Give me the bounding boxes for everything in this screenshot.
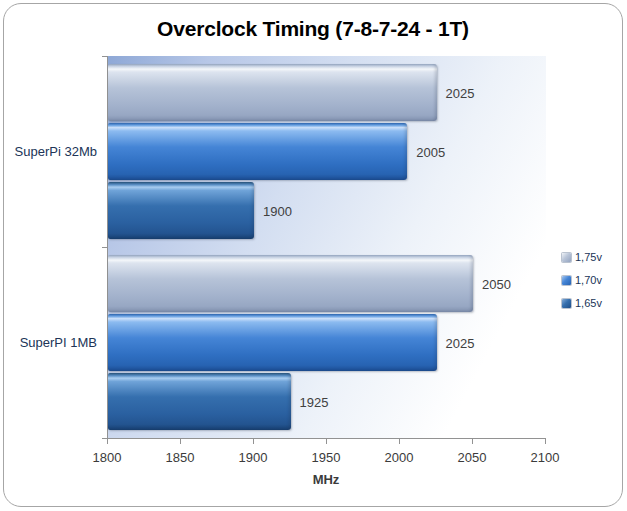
bar-1,75v: 2050 bbox=[108, 255, 473, 312]
x-axis-tick-label: 1950 bbox=[296, 450, 356, 465]
x-axis-tick-label: 1900 bbox=[223, 450, 283, 465]
x-axis-tick bbox=[399, 438, 400, 444]
legend-label: 1,70v bbox=[575, 274, 602, 286]
bar-value-label: 2025 bbox=[446, 335, 475, 350]
bar-1,65v: 1925 bbox=[108, 373, 291, 430]
legend: 1,75v 1,70v 1,65v bbox=[562, 250, 602, 319]
bar-value-label: 2025 bbox=[446, 85, 475, 100]
x-axis-tick-label: 2000 bbox=[369, 450, 429, 465]
x-axis-tick bbox=[545, 438, 546, 444]
chart-title: Overclock Timing (7-8-7-24 - 1T) bbox=[4, 17, 622, 41]
bar-group: 202520051900 bbox=[108, 56, 546, 247]
x-axis-tick bbox=[107, 438, 108, 444]
plot-area: 202520051900205020251925 bbox=[107, 56, 546, 438]
bar-1,75v: 2025 bbox=[108, 64, 437, 121]
x-axis-tick-label: 1800 bbox=[77, 450, 137, 465]
x-axis-tick-label: 1850 bbox=[150, 450, 210, 465]
x-axis-tick bbox=[180, 438, 181, 444]
category-label: SuperPI 1MB bbox=[10, 247, 102, 438]
legend-label: 1,75v bbox=[575, 251, 602, 263]
legend-swatch-icon bbox=[562, 299, 571, 308]
chart-frame: Overclock Timing (7-8-7-24 - 1T) SuperPi… bbox=[3, 3, 623, 507]
bar-1,65v: 1900 bbox=[108, 182, 254, 239]
x-axis-tick bbox=[326, 438, 327, 444]
x-axis-tick-label: 2100 bbox=[515, 450, 575, 465]
bar-group: 205020251925 bbox=[108, 247, 546, 438]
bar-value-label: 1925 bbox=[300, 394, 329, 409]
x-axis-tick-label: 2050 bbox=[442, 450, 502, 465]
legend-item: 1,70v bbox=[562, 273, 602, 287]
legend-item: 1,65v bbox=[562, 296, 602, 310]
x-axis-title: MHz bbox=[107, 472, 545, 487]
bar-value-label: 2050 bbox=[482, 276, 511, 291]
category-axis-labels: SuperPi 32MbSuperPI 1MB bbox=[10, 56, 102, 438]
legend-swatch-icon bbox=[562, 253, 571, 262]
legend-label: 1,65v bbox=[575, 297, 602, 309]
x-axis-tick bbox=[472, 438, 473, 444]
x-axis-tick bbox=[253, 438, 254, 444]
bar-1,70v: 2025 bbox=[108, 314, 437, 371]
category-label: SuperPi 32Mb bbox=[10, 56, 102, 247]
legend-swatch-icon bbox=[562, 276, 571, 285]
bar-value-label: 1900 bbox=[263, 203, 292, 218]
bar-1,70v: 2005 bbox=[108, 123, 407, 180]
legend-item: 1,75v bbox=[562, 250, 602, 264]
bar-value-label: 2005 bbox=[416, 144, 445, 159]
